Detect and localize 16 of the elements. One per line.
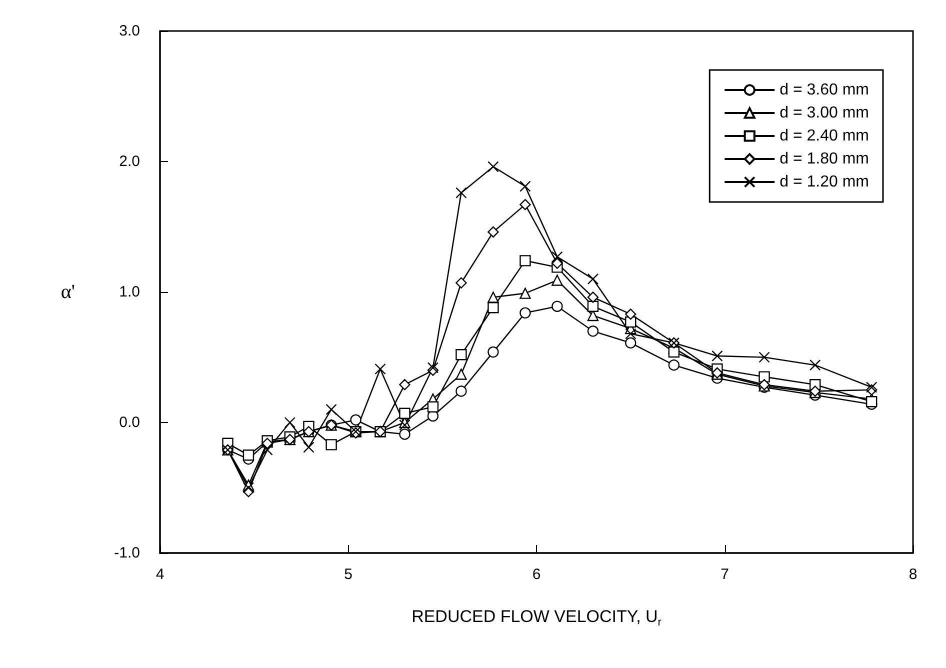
x-tick-label: 8 <box>908 566 918 583</box>
y-tick-label: -1.0 <box>114 544 140 562</box>
y-tick-label: 1.0 <box>119 284 140 300</box>
y-tick-label: 3.0 <box>119 22 140 40</box>
y-tick-label: 0.0 <box>119 414 140 431</box>
x-tick-label: 4 <box>156 566 164 583</box>
legend-label: d = 1.20 mm <box>780 174 869 190</box>
y-axis-title: α' <box>60 281 75 303</box>
y-tick-label: 2.0 <box>119 153 140 170</box>
legend-label: d = 2.40 mm <box>780 128 869 144</box>
legend-label: d = 3.60 mm <box>780 82 869 98</box>
x-tick-label: 5 <box>344 566 352 583</box>
legend-label: d = 3.00 mm <box>780 104 869 122</box>
x-tick-label: 7 <box>720 566 729 583</box>
x-tick-label: 6 <box>532 566 541 583</box>
legend-label: d = 1.80 mm <box>780 150 869 168</box>
